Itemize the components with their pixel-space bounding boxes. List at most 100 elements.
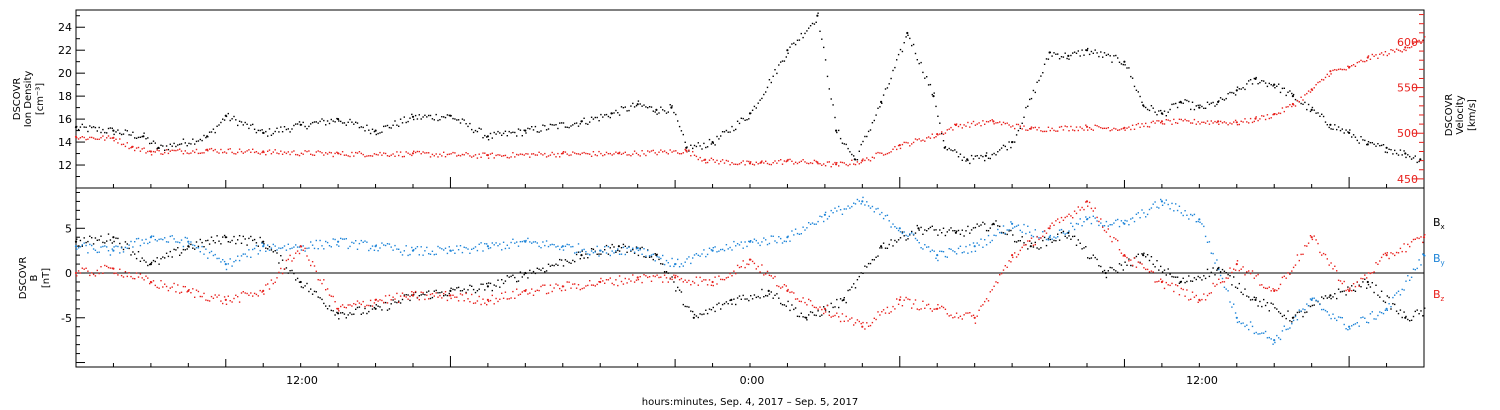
data-point bbox=[89, 136, 91, 139]
data-point-anchor bbox=[861, 159, 864, 162]
data-point bbox=[1115, 128, 1117, 130]
data-point bbox=[1304, 311, 1306, 314]
data-point bbox=[1145, 122, 1147, 125]
data-point bbox=[407, 294, 409, 296]
data-point bbox=[1025, 232, 1027, 235]
data-point bbox=[645, 256, 647, 258]
data-point bbox=[1358, 285, 1360, 287]
data-point bbox=[624, 151, 626, 153]
data-point bbox=[162, 145, 164, 147]
data-point bbox=[1394, 51, 1396, 53]
data-point bbox=[729, 164, 731, 166]
data-point bbox=[179, 254, 181, 256]
data-point bbox=[952, 129, 954, 131]
data-point bbox=[310, 153, 312, 155]
data-point bbox=[557, 152, 559, 155]
data-point bbox=[1096, 220, 1098, 222]
data-point-anchor bbox=[1348, 289, 1351, 292]
data-point bbox=[1399, 294, 1402, 296]
data-point bbox=[965, 230, 967, 232]
data-point bbox=[306, 128, 308, 130]
data-point bbox=[656, 255, 658, 258]
data-point bbox=[830, 98, 832, 100]
data-point bbox=[476, 157, 479, 159]
data-point bbox=[609, 152, 611, 155]
data-point bbox=[465, 123, 467, 125]
data-point bbox=[770, 81, 772, 84]
data-point bbox=[660, 149, 662, 151]
data-point bbox=[1042, 231, 1044, 233]
data-point bbox=[94, 275, 97, 277]
data-point bbox=[1392, 296, 1394, 299]
data-point bbox=[982, 246, 984, 248]
data-point bbox=[444, 247, 447, 249]
data-point bbox=[1249, 79, 1252, 81]
data-point bbox=[293, 124, 295, 127]
data-point bbox=[1057, 53, 1059, 55]
data-point bbox=[113, 133, 115, 136]
data-point bbox=[774, 294, 776, 296]
data-point bbox=[343, 154, 346, 156]
data-point bbox=[1390, 149, 1392, 151]
data-point bbox=[237, 151, 239, 154]
data-point bbox=[516, 288, 518, 290]
data-point bbox=[1105, 54, 1108, 56]
data-point bbox=[1098, 55, 1100, 58]
data-point bbox=[135, 137, 138, 139]
data-point bbox=[1332, 268, 1334, 270]
data-point bbox=[1324, 309, 1327, 312]
data-point bbox=[735, 245, 737, 247]
data-point bbox=[338, 318, 340, 320]
data-point bbox=[1135, 124, 1138, 126]
data-point bbox=[798, 300, 801, 302]
data-point bbox=[461, 290, 464, 292]
data-point bbox=[493, 131, 495, 134]
data-point bbox=[632, 248, 634, 251]
data-point-anchor bbox=[1273, 289, 1276, 292]
data-point bbox=[1176, 285, 1179, 287]
left-y-tick-label: 24 bbox=[58, 21, 72, 34]
data-point bbox=[1102, 127, 1104, 130]
data-point bbox=[1268, 310, 1270, 312]
data-point bbox=[982, 155, 984, 158]
data-point bbox=[180, 239, 183, 241]
data-point bbox=[379, 247, 381, 249]
data-point bbox=[688, 306, 690, 308]
data-point bbox=[663, 110, 666, 112]
data-point bbox=[888, 83, 890, 85]
data-point-anchor bbox=[262, 240, 265, 243]
data-point bbox=[618, 250, 621, 252]
data-point bbox=[1014, 226, 1016, 228]
data-point bbox=[1341, 317, 1343, 319]
data-point-anchor bbox=[906, 31, 909, 35]
data-point bbox=[1418, 313, 1420, 315]
data-point bbox=[869, 324, 872, 327]
data-point bbox=[712, 159, 714, 161]
data-point bbox=[738, 163, 741, 165]
data-point bbox=[583, 287, 585, 289]
data-point bbox=[1068, 230, 1070, 232]
data-point bbox=[1390, 252, 1392, 254]
data-point bbox=[420, 153, 422, 155]
data-point bbox=[1322, 115, 1325, 118]
data-point bbox=[158, 150, 160, 152]
data-point bbox=[253, 292, 256, 295]
data-point bbox=[472, 302, 475, 304]
data-point bbox=[1358, 61, 1360, 63]
data-point bbox=[746, 298, 748, 300]
data-point bbox=[356, 300, 359, 302]
data-point bbox=[353, 123, 355, 125]
data-point bbox=[257, 129, 259, 132]
data-point bbox=[283, 126, 286, 128]
data-point bbox=[304, 125, 306, 128]
data-point bbox=[476, 300, 479, 302]
data-point bbox=[1090, 50, 1093, 53]
data-point bbox=[1276, 308, 1278, 310]
data-point bbox=[1422, 241, 1424, 244]
data-point bbox=[765, 160, 767, 162]
data-point bbox=[98, 138, 100, 140]
data-point bbox=[877, 107, 879, 109]
data-point bbox=[1002, 121, 1005, 124]
data-point bbox=[839, 137, 842, 140]
data-point bbox=[706, 253, 709, 256]
